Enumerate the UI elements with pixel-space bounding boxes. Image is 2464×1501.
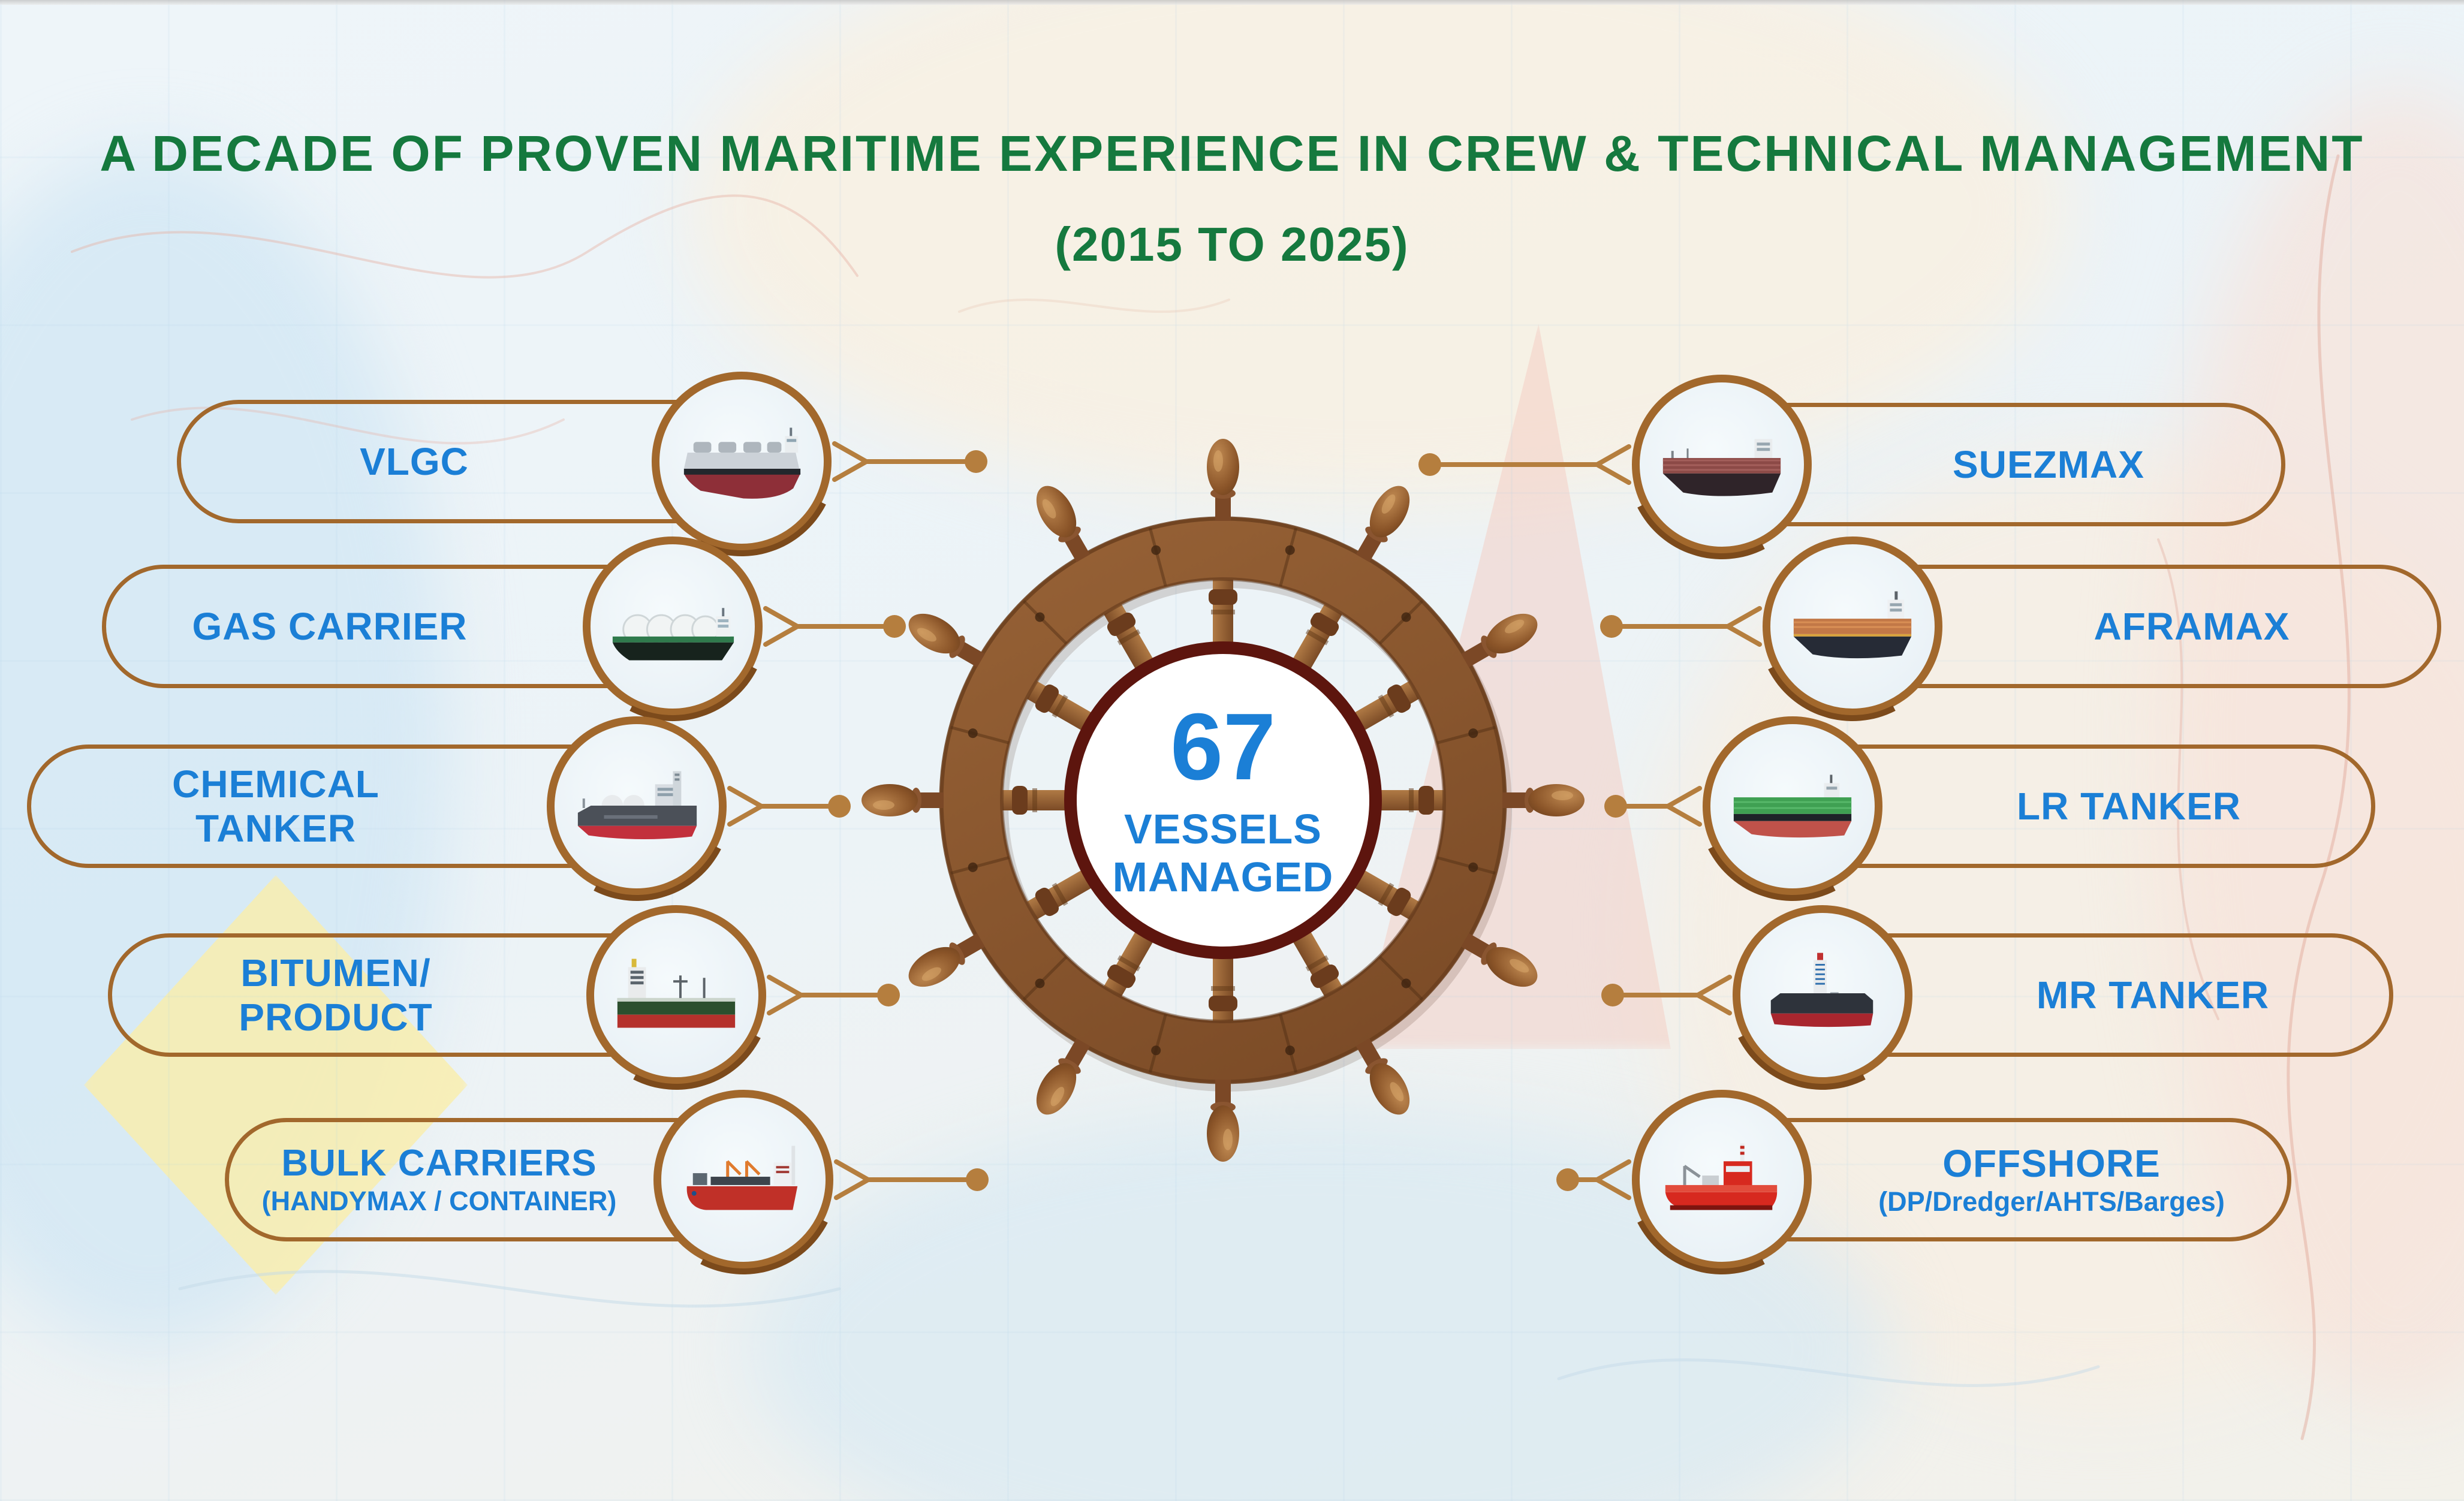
- bitumen-product-ship-icon: [617, 959, 736, 1028]
- offshore-circle: [1632, 1090, 1812, 1270]
- lr-tanker-ship-icon: [1733, 774, 1852, 838]
- gas-carrier-label: GAS CARRIER: [192, 604, 468, 648]
- connector-gas-carrier: [763, 606, 906, 647]
- vlgc-circle: [652, 372, 832, 551]
- bitumen-product-circle: [586, 905, 766, 1085]
- offshore-label: OFFSHORE (DP/Dredger/AHTS/Barges): [1878, 1141, 2225, 1217]
- connector-vlgc: [832, 441, 987, 482]
- vessels-managed-badge: 67 VESSELS MANAGED: [1064, 641, 1382, 959]
- page-subtitle: (2015 TO 2025): [1055, 218, 1409, 271]
- bg-cream-top: [689, 0, 2068, 510]
- vlgc-ship-icon: [683, 427, 801, 499]
- aframax-circle: [1763, 536, 1942, 716]
- connector-lr-tanker: [1604, 786, 1702, 827]
- lr-tanker-circle: [1703, 716, 1882, 896]
- mr-tanker-circle: [1733, 905, 1912, 1085]
- top-edge-strip: [0, 0, 2464, 5]
- bulk-carriers-circle: [653, 1090, 833, 1270]
- chemical-tanker-circle: [547, 716, 727, 896]
- suezmax-ship-icon: [1662, 439, 1781, 496]
- bulk-carriers-ship-icon: [686, 1146, 798, 1210]
- aframax-label: AFRAMAX: [2094, 604, 2290, 648]
- chemical-tanker-label: CHEMICAL TANKER: [172, 762, 379, 850]
- vessel-count-label: VESSELS MANAGED: [1112, 805, 1334, 901]
- connector-suezmax: [1418, 444, 1631, 485]
- connector-offshore: [1556, 1159, 1631, 1200]
- offshore-ship-icon: [1665, 1143, 1778, 1210]
- gas-carrier-ship-icon: [612, 608, 734, 661]
- suezmax-label: SUEZMAX: [1953, 442, 2144, 486]
- connector-mr-tanker: [1601, 975, 1732, 1015]
- vessel-count: 67: [1170, 694, 1276, 800]
- connector-bulk-carriers: [834, 1159, 989, 1200]
- bulk-carriers-label: BULK CARRIERS (HANDYMAX / CONTAINER): [261, 1143, 617, 1216]
- connector-bitumen-product: [767, 975, 900, 1015]
- chemical-tanker-ship-icon: [577, 771, 697, 840]
- suezmax-circle: [1632, 375, 1812, 554]
- bitumen-product-label: BITUMEN/ PRODUCT: [239, 951, 433, 1039]
- mr-tanker-label: MR TANKER: [2036, 973, 2270, 1017]
- connector-chemical-tanker: [727, 786, 851, 827]
- lr-tanker-label: LR TANKER: [2017, 784, 2241, 828]
- aframax-ship-icon: [1793, 591, 1912, 659]
- page-title: A DECADE OF PROVEN MARITIME EXPERIENCE I…: [100, 125, 2364, 182]
- gas-carrier-circle: [583, 536, 763, 716]
- vlgc-label: VLGC: [360, 439, 469, 483]
- mr-tanker-ship-icon: [1770, 953, 1873, 1027]
- connector-aframax: [1600, 606, 1762, 647]
